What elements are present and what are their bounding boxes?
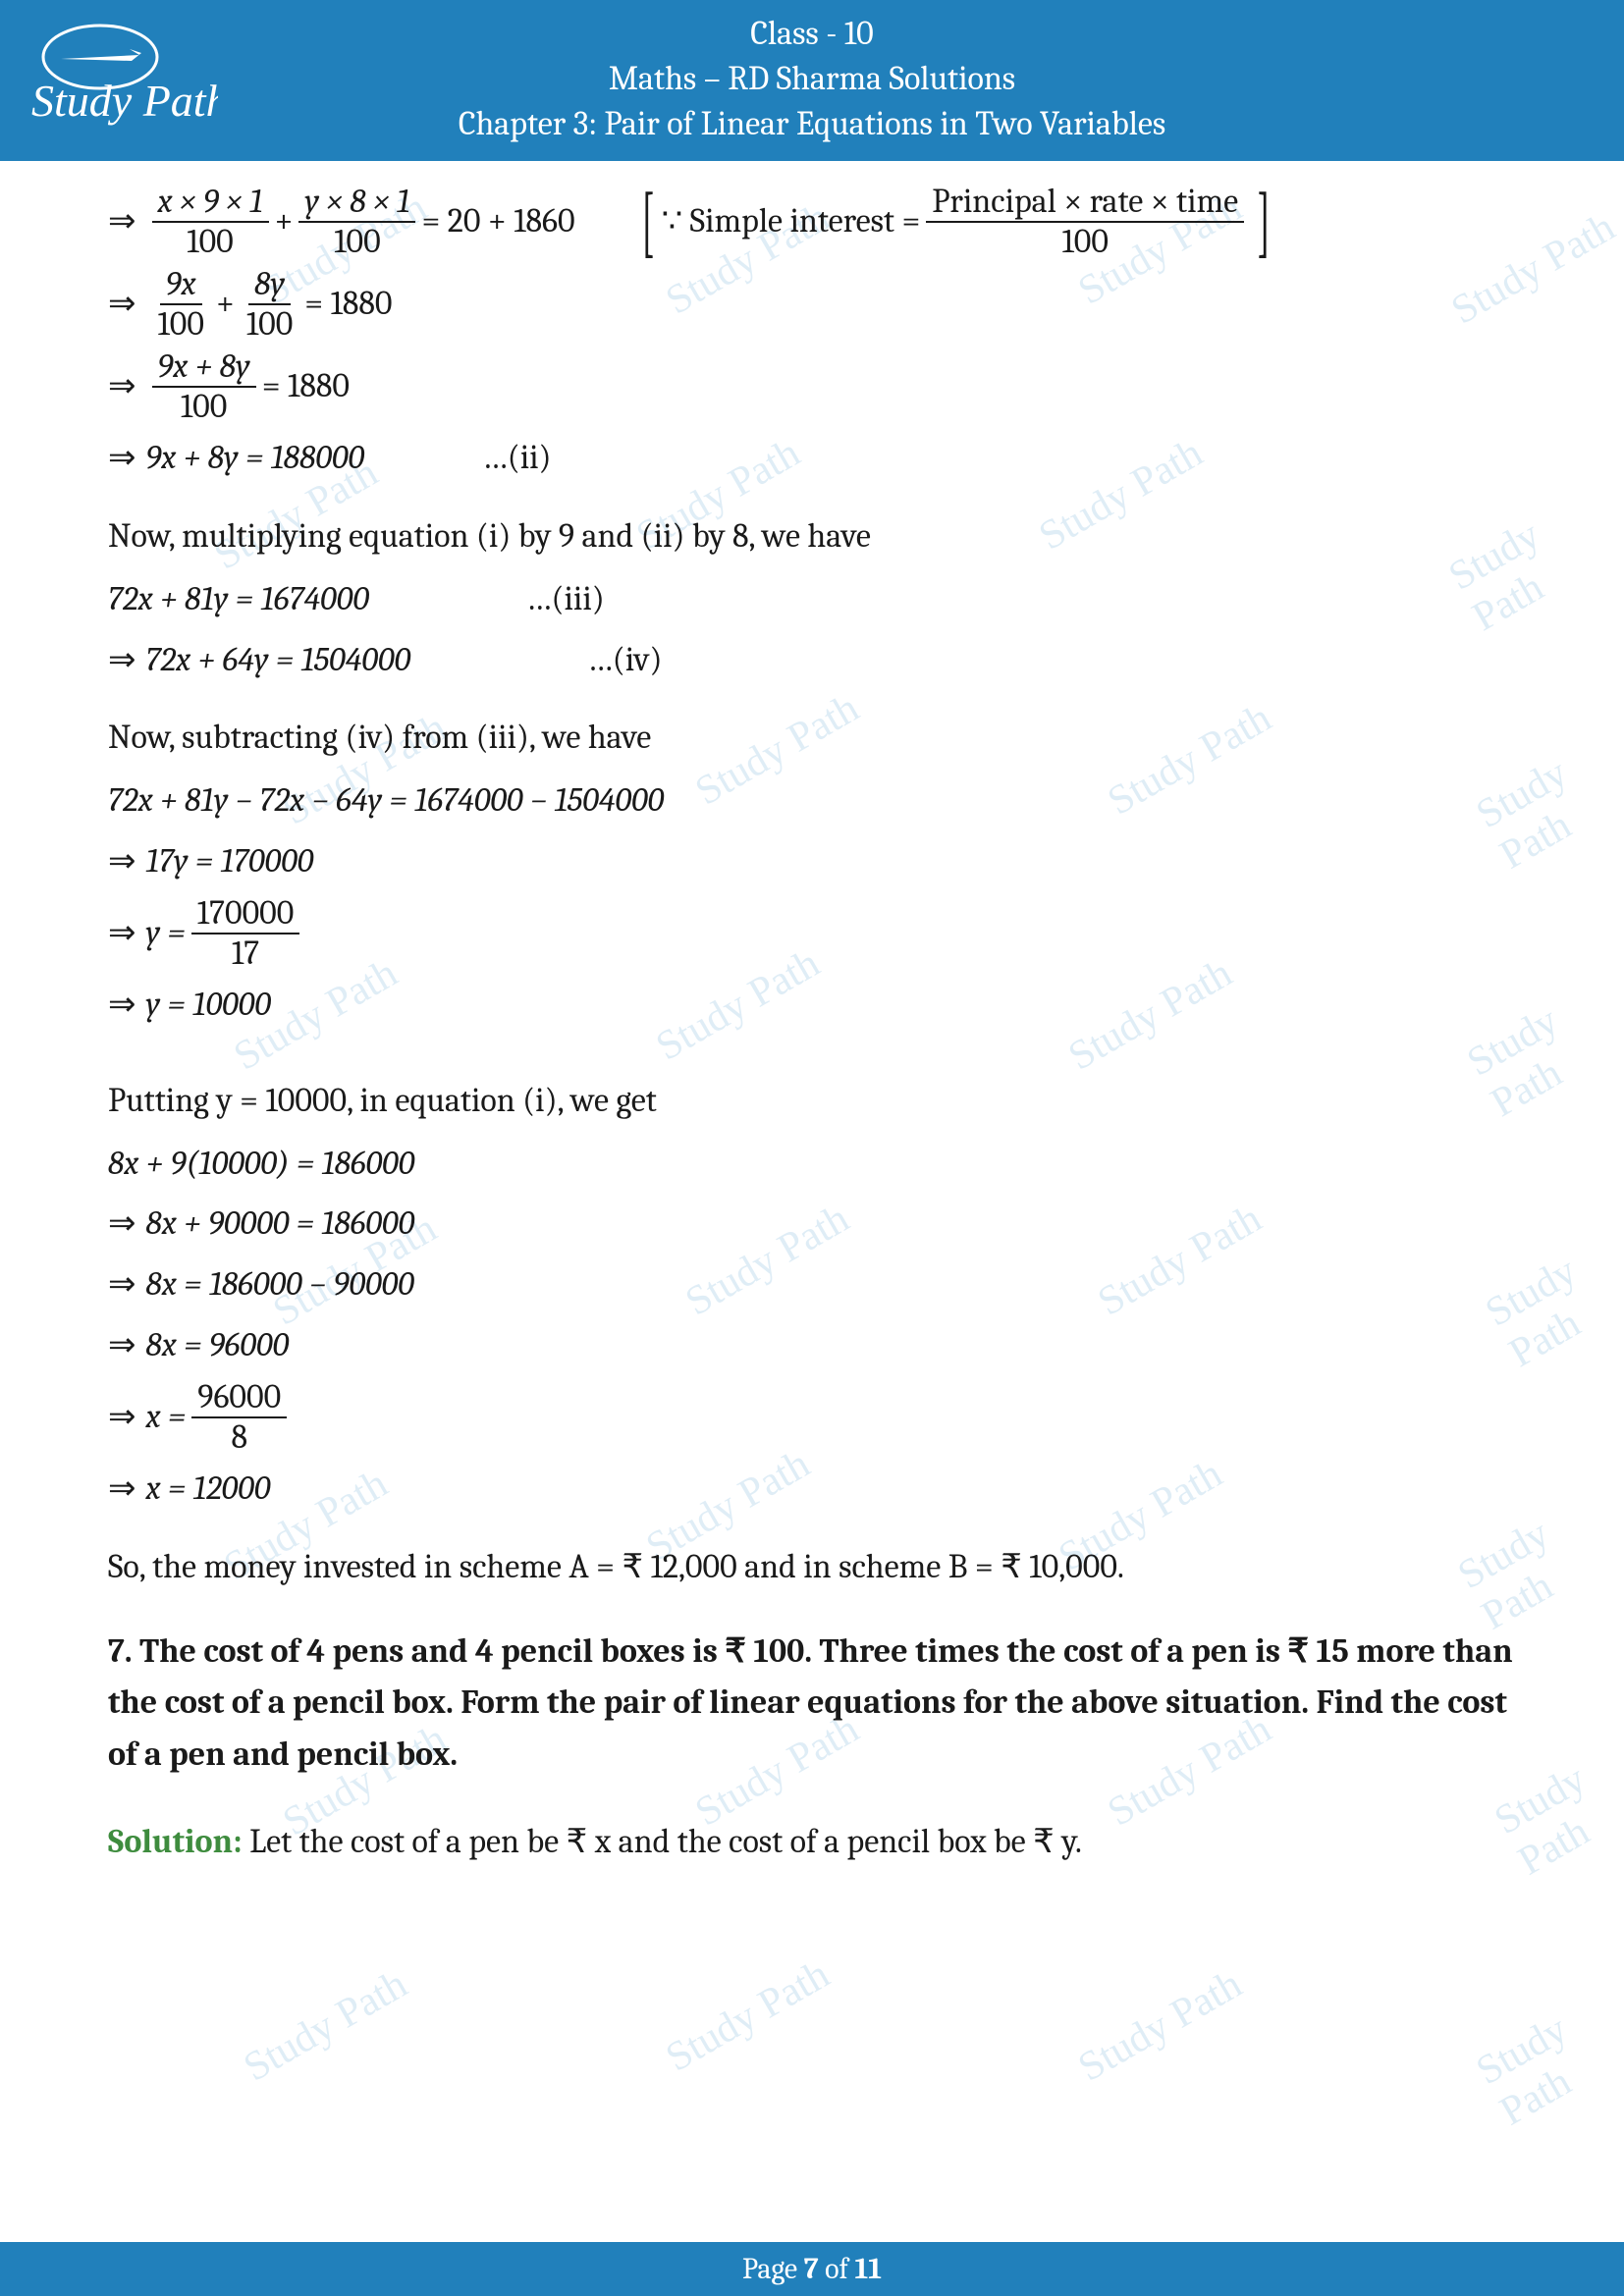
eq-rhs: = 1880 [304,276,392,333]
solution-text: Let the cost of a pen be ₹ x and the cos… [249,1822,1082,1861]
watermark: Study Path [1469,1983,1624,2135]
watermark: Study Path [236,1960,415,2091]
frac-num: 96000 [191,1378,287,1418]
conclusion: So, the money invested in scheme A = ₹ 1… [108,1539,1516,1596]
frac-den: 100 [241,305,298,344]
op-plus: + [275,193,294,250]
eq-tag: …(iii) [526,571,605,628]
eq-line-9: ⇒ y = 17000017 [108,894,1516,973]
eq-line-14: ⇒8x = 96000 [108,1317,1516,1374]
question-7: 7. The cost of 4 pens and 4 pencil boxes… [108,1626,1516,1781]
question-text: The cost of 4 pens and 4 pencil boxes is… [108,1631,1513,1774]
eq-line-8: ⇒ 17y = 170000 [108,833,1516,890]
eq-line-12: ⇒8x + 90000 = 186000 [108,1196,1516,1253]
eq-tag: …(ii) [482,430,551,487]
frac-num: 9x + 8y [152,347,256,388]
eq-line-2: ⇒ 9x100 + 8y100 = 1880 [108,265,1516,344]
watermark: Study Path [1070,1960,1250,2091]
eq-body: 72x + 64y = 1504000 [146,632,411,689]
paragraph-text: Putting y = 10000, in equation (i), we g… [108,1081,657,1120]
eq-body: 8x + 90000 = 186000 [146,1196,415,1253]
eq-body: y = 10000 [146,977,271,1034]
footer-of: of [819,2252,855,2286]
eq-body: 8x = 96000 [146,1317,290,1374]
eq-line-5: 72x + 81y = 1674000 …(iii) [108,571,1516,628]
eq-lhs: x = [146,1389,187,1446]
eq-rhs: = 1880 [262,358,350,415]
op-plus: + [216,276,235,333]
paragraph: Now, multiplying equation (i) by 9 and (… [108,508,1516,565]
eq-line-15: ⇒ x = 960008 [108,1378,1516,1457]
svg-text:Study Path: Study Path [31,76,218,126]
frac-num: Principal × rate × time [926,183,1244,223]
eq-tag: …(iv) [587,632,662,689]
eq-body: x = 12000 [146,1461,271,1518]
eq-line-16: ⇒x = 12000 [108,1461,1516,1518]
frac-den: 100 [328,223,386,261]
eq-body: 17y = 170000 [146,833,314,890]
frac-den: 100 [181,223,239,261]
eq-body: 9x + 8y = 188000 [146,430,365,487]
frac-num: 8y [248,265,291,305]
footer-prefix: Page [742,2252,804,2286]
eq-line-13: ⇒8x = 186000 − 90000 [108,1256,1516,1313]
eq-body: 72x + 81y − 72x − 64y = 1674000 − 150400… [108,773,664,829]
frac-num: x × 9 × 1 [152,183,269,223]
frac-den: 8 [225,1418,253,1457]
page-header: Study Path Class - 10 Maths – RD Sharma … [0,0,1624,161]
frac-den: 100 [1056,223,1113,261]
eq-line-7: 72x + 81y − 72x − 64y = 1674000 − 150400… [108,773,1516,829]
eq-line-6: ⇒ 72x + 64y = 1504000 …(iv) [108,632,1516,689]
eq-line-4: ⇒ 9x + 8y = 188000 …(ii) [108,430,1516,487]
footer-current-page: 7 [804,2252,819,2286]
eq-line-11: 8x + 9(10000) = 186000 [108,1136,1516,1193]
paragraph: Now, subtracting (iv) from (iii), we hav… [108,710,1516,767]
frac-den: 100 [152,305,210,344]
eq-lhs: y = [146,905,186,962]
note-text: ∵ Simple interest = [662,193,921,250]
frac-num: 9x [160,265,202,305]
page-footer: Page 7 of 11 [0,2242,1624,2296]
eq-body: 8x = 186000 − 90000 [146,1256,414,1313]
footer-total-pages: 11 [855,2252,882,2286]
eq-line-10: ⇒ y = 10000 [108,977,1516,1034]
eq-line-3: ⇒ 9x + 8y100 = 1880 [108,347,1516,426]
eq-rhs: = 20 + 1860 [421,193,574,250]
header-subject: Maths – RD Sharma Solutions [0,57,1624,102]
question-number: 7. [108,1631,139,1671]
eq-body: 72x + 81y = 1674000 [108,571,369,628]
frac-den: 100 [175,388,233,426]
eq-line-1: ⇒ x × 9 × 1100 + y × 8 × 1100 = 20 + 186… [108,183,1516,261]
solution-line: Solution: Let the cost of a pen be ₹ x a… [108,1814,1516,1871]
header-chapter: Chapter 3: Pair of Linear Equations in T… [0,102,1624,147]
header-class: Class - 10 [0,12,1624,57]
logo: Study Path [31,18,218,126]
frac-num: 170000 [191,894,300,934]
page-content: ⇒ x × 9 × 1100 + y × 8 × 1100 = 20 + 186… [0,161,1624,1871]
eq-body: 8x + 9(10000) = 186000 [108,1136,414,1193]
frac-num: y × 8 × 1 [298,183,415,223]
paragraph: Putting y = 10000, in equation (i), we g… [108,1073,1516,1130]
simple-interest-note: [ ∵ Simple interest = Principal × rate ×… [634,183,1278,261]
frac-den: 17 [226,934,265,973]
watermark: Study Path [658,1950,838,2081]
solution-label: Solution: [108,1822,249,1861]
